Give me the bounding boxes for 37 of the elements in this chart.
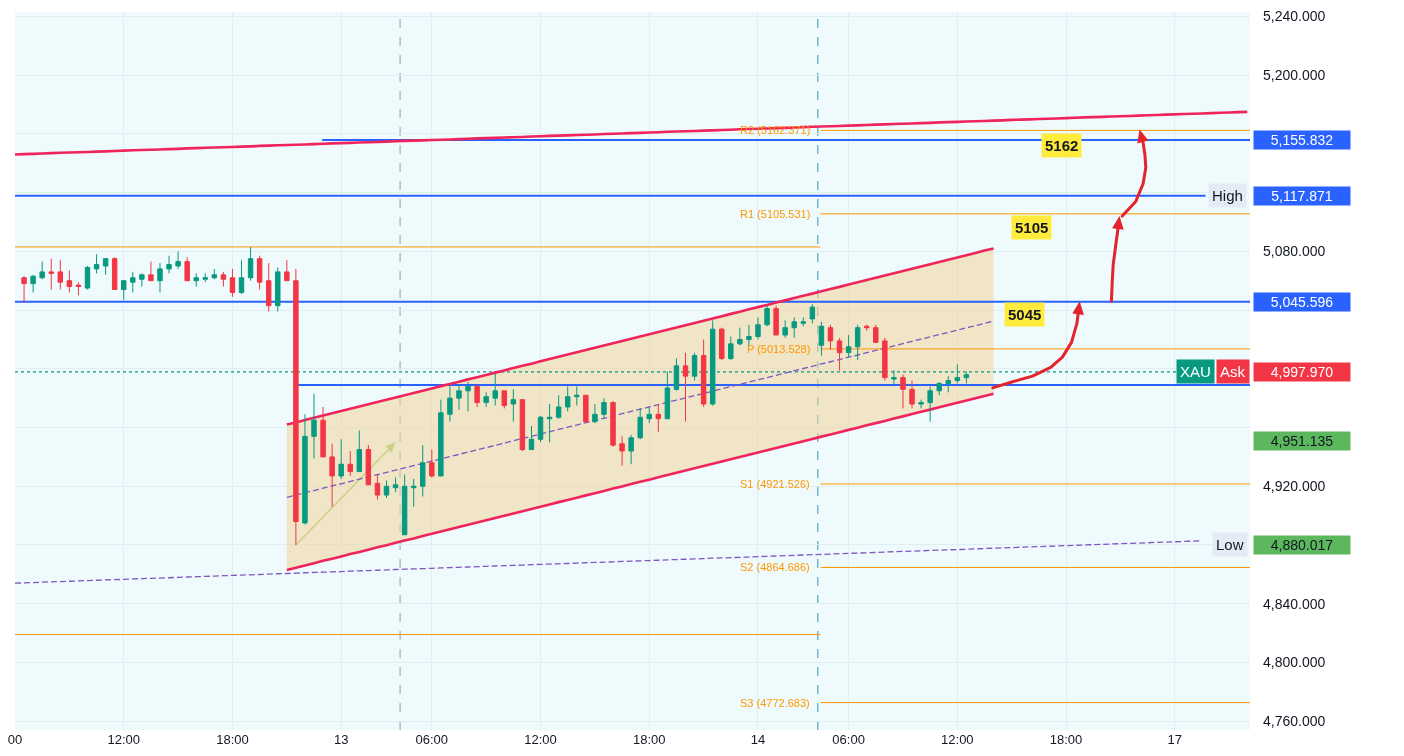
ref-line-label: P (5013.528) xyxy=(747,343,811,355)
text: 4,880.017 xyxy=(1270,537,1334,553)
ref-line-label: R1 (5105.531) xyxy=(740,208,811,220)
text: 5,117.871 xyxy=(1271,188,1333,204)
y-tick-label: 4,920.000 xyxy=(1263,478,1326,495)
ref-line-label: S3 (4772.683) xyxy=(740,697,810,709)
x-tick-label: 00 xyxy=(7,732,23,747)
text: 5,045.596 xyxy=(1270,294,1334,310)
ref-line-label: S1 (4921.526) xyxy=(740,478,810,490)
x-tick-label: 12:00 xyxy=(941,732,974,747)
text: 5,155.832 xyxy=(1270,132,1334,148)
annotation: 5105 xyxy=(1015,219,1049,236)
y-tick-label: 5,080.000 xyxy=(1263,243,1326,260)
x-tick-label: 17 xyxy=(1167,732,1183,747)
x-tick-label: 12:00 xyxy=(107,732,140,747)
x-tick-label: 18:00 xyxy=(216,732,249,747)
ref-line-label: S2 (4864.686) xyxy=(740,561,810,573)
y-tick-label: 5,240.000 xyxy=(1263,8,1326,25)
y-tick-label: 4,840.000 xyxy=(1263,595,1326,612)
x-tick-label: 13 xyxy=(333,732,349,747)
annotation: Low xyxy=(1216,536,1244,553)
annotation: High xyxy=(1212,187,1243,204)
x-tick-label: 06:00 xyxy=(415,732,449,747)
y-tick-label: 5,200.000 xyxy=(1263,67,1326,84)
y-tick-label: 4,800.000 xyxy=(1263,654,1326,671)
x-tick-label: 06:00 xyxy=(832,732,865,747)
text: 4,951.135 xyxy=(1270,433,1334,449)
text: 4,997.970 xyxy=(1270,364,1334,380)
annotation: 5162 xyxy=(1045,137,1079,154)
x-tick-label: 14 xyxy=(750,732,766,747)
x-tick-label: 18:00 xyxy=(632,732,666,747)
y-tick-label: 4,760.000 xyxy=(1263,713,1326,730)
annotation: 5045 xyxy=(1008,306,1042,323)
x-tick-label: 12:00 xyxy=(524,732,557,747)
annotation: XAU xyxy=(1180,363,1211,380)
x-tick-label: 18:00 xyxy=(1049,732,1083,747)
annotation: Ask xyxy=(1220,363,1246,380)
